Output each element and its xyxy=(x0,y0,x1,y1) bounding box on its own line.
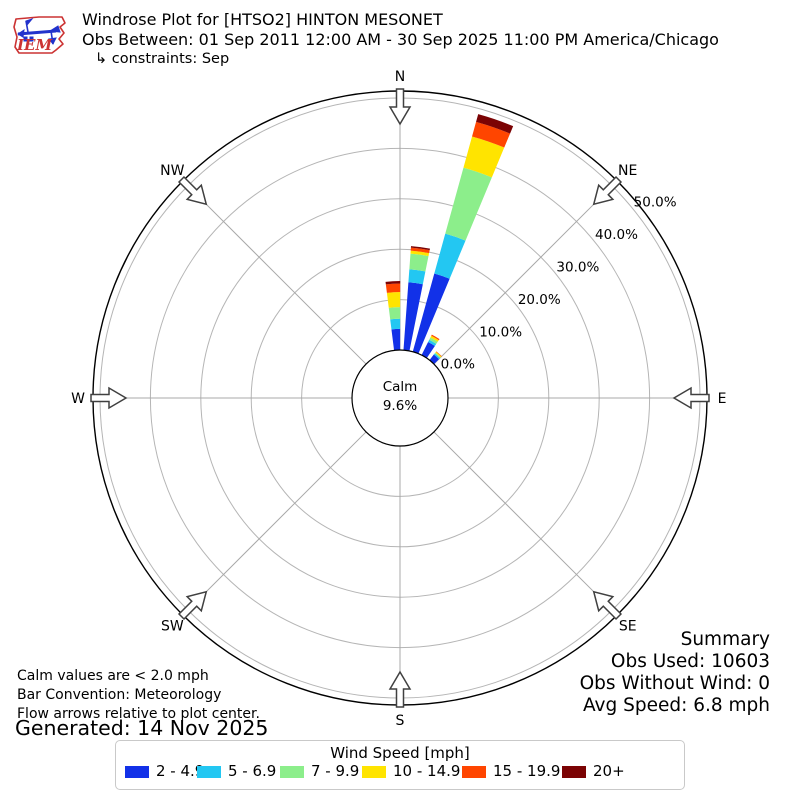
windrose-bar-segment xyxy=(409,253,429,272)
legend-swatch-4 xyxy=(362,766,386,778)
windrose-bar-segment xyxy=(472,121,511,148)
spoke-135 xyxy=(433,431,618,616)
windrose-bar-segment xyxy=(435,351,442,358)
windrose-bar-segment xyxy=(412,273,450,354)
legend-label-1: 2 - 4.9 xyxy=(156,762,205,780)
windrose-bar-segment xyxy=(391,328,401,351)
windrose-bar-segment xyxy=(408,269,426,285)
footnotes: Calm values are < 2.0 mph Bar Convention… xyxy=(17,667,260,724)
summary-obs-used: Obs Used: 10603 xyxy=(610,651,770,672)
windrose-bar-segment xyxy=(433,353,441,360)
legend-swatch-6 xyxy=(562,766,586,778)
summary-title: Summary xyxy=(680,629,770,650)
windrose-bar-segment xyxy=(434,352,441,359)
windrose-bar-segment xyxy=(410,250,430,257)
summary-obs-without-wind: Obs Without Wind: 0 xyxy=(579,673,770,694)
windrose-bar-segment xyxy=(388,307,401,320)
legend-label-4: 10 - 14.9 xyxy=(393,762,461,780)
flow-arrow-icon xyxy=(388,670,412,708)
windrose-bar-segment xyxy=(390,318,401,330)
iem-logo: IEM xyxy=(13,16,66,54)
legend-label-5: 15 - 19.9 xyxy=(493,762,561,780)
compass-label-ne: NE xyxy=(618,163,637,179)
windrose-bar-segment xyxy=(435,351,442,357)
legend-label-2: 5 - 6.9 xyxy=(228,762,277,780)
ring-label-50: 50.0% xyxy=(634,195,677,211)
summary-avg-speed: Avg Speed: 6.8 mph xyxy=(582,695,770,716)
spoke-225 xyxy=(182,431,367,616)
windrose-bar-segment xyxy=(385,280,401,285)
calm-percent: 9.6% xyxy=(382,398,418,414)
compass-label-e: E xyxy=(718,391,727,407)
spoke-45 xyxy=(433,180,618,365)
windrose-bar-segment xyxy=(434,233,466,279)
iem-logo-text: IEM xyxy=(16,36,52,54)
flow-arrow-icon xyxy=(90,386,128,410)
compass-label-se: SE xyxy=(619,619,637,635)
windrose-bar-segment xyxy=(431,334,440,341)
windrose-bar-segment xyxy=(430,335,439,342)
windrose-bar-segment xyxy=(463,136,505,178)
windrose-bar-segment xyxy=(410,247,430,254)
calm-circle xyxy=(351,349,449,447)
legend-title: Wind Speed [mph] xyxy=(330,744,470,762)
legend-swatch-3 xyxy=(280,766,304,778)
flow-arrow-icon xyxy=(388,88,412,126)
calm-center-label: Calm 9.6% xyxy=(352,378,448,416)
page-title: Windrose Plot for [HTSO2] HINTON MESONET xyxy=(82,10,443,29)
flow-arrows-note: Flow arrows relative to plot center. xyxy=(17,706,260,722)
flow-arrow-icon xyxy=(592,175,623,206)
legend-swatch-5 xyxy=(462,766,486,778)
flow-arrow-icon xyxy=(592,590,623,621)
compass-label-sw: SW xyxy=(161,619,184,635)
compass-label-w: W xyxy=(71,391,85,407)
flow-arrow-icon xyxy=(177,590,208,621)
windrose-bar-segment xyxy=(403,282,423,351)
windrose-bar-segment xyxy=(410,246,430,251)
ring-label-40: 40.0% xyxy=(595,227,638,243)
flow-arrow-icon xyxy=(672,386,710,410)
flow-arrow-icon xyxy=(177,175,208,206)
weather-vane-glyph xyxy=(17,17,61,45)
windrose-bar-segment xyxy=(386,292,401,308)
windrose-bar-segment xyxy=(428,339,437,346)
obs-range-subtitle: Obs Between: 01 Sep 2011 12:00 AM - 30 S… xyxy=(82,30,719,49)
constraints-note: ↳ constraints: Sep xyxy=(95,51,230,67)
calm-word: Calm xyxy=(382,379,418,395)
wind-speed-legend: Wind Speed [mph] 2 - 4.9 5 - 6.9 7 - 9.9 10… xyxy=(115,740,685,790)
legend-label-6: 20+ xyxy=(593,762,625,780)
compass-label-n: N xyxy=(395,69,405,85)
legend-label-3: 7 - 9.9 xyxy=(311,762,360,780)
windrose-bar-segment xyxy=(476,114,514,134)
windrose-bar-segment xyxy=(421,342,435,359)
windrose-bar-segment xyxy=(429,337,438,344)
calm-threshold-note: Calm values are < 2.0 mph xyxy=(17,668,209,684)
ring-label-30: 30.0% xyxy=(556,259,599,275)
legend-swatch-2 xyxy=(197,766,221,778)
ring-label-10: 10.0% xyxy=(479,324,522,340)
ring-label-20: 20.0% xyxy=(518,292,561,308)
windrose-bar-segment xyxy=(445,167,492,241)
legend-swatch-1 xyxy=(125,766,149,778)
bar-convention-note: Bar Convention: Meteorology xyxy=(17,687,222,703)
compass-label-s: S xyxy=(396,713,405,729)
spoke-315 xyxy=(182,180,367,365)
compass-label-nw: NW xyxy=(160,163,184,179)
ring-label-0: 0.0% xyxy=(441,357,475,373)
summary-block: Summary Obs Used: 10603 Obs Without Wind… xyxy=(580,629,770,717)
windrose-bar-segment xyxy=(385,283,401,293)
generated-date: Generated: 14 Nov 2025 xyxy=(15,716,269,740)
